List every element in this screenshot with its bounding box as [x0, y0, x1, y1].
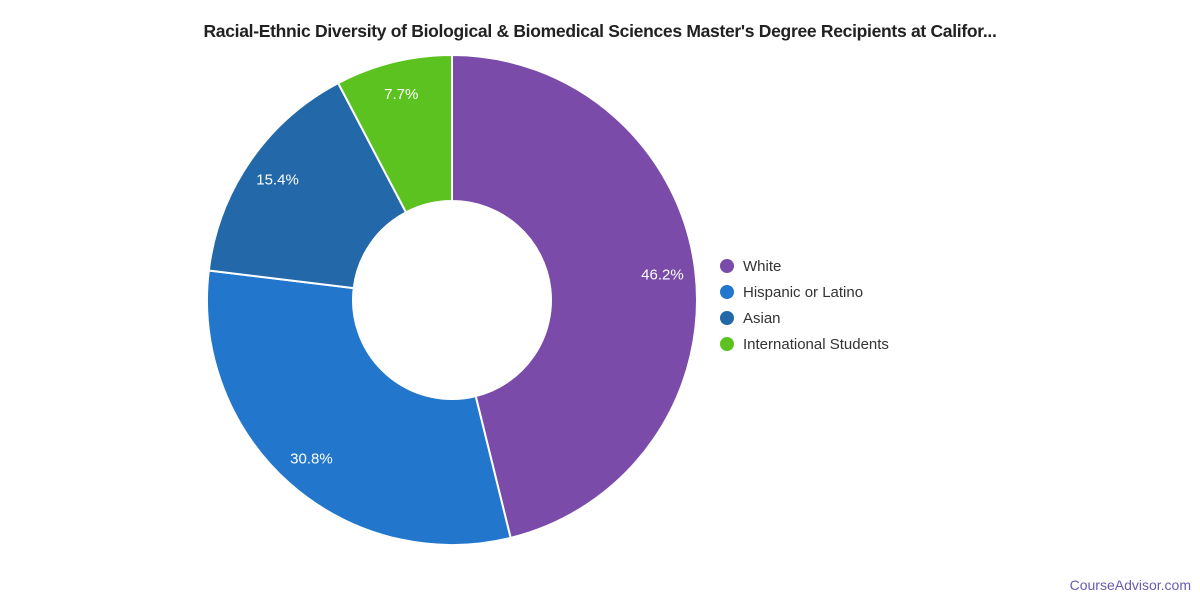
chart-title: Racial-Ethnic Diversity of Biological & …: [203, 21, 997, 41]
slice-label-asian: 15.4%: [256, 172, 299, 189]
legend-item-asian[interactable]: Asian: [720, 305, 889, 331]
slice-label-white: 46.2%: [641, 266, 684, 283]
legend-marker-icon: [720, 285, 734, 299]
slice-label-hispanic-or-latino: 30.8%: [290, 451, 333, 468]
legend-marker-icon: [720, 259, 734, 273]
slice-label-international-students: 7.7%: [384, 86, 418, 103]
legend-item-international-students[interactable]: International Students: [720, 331, 889, 357]
pie-slice-asian[interactable]: [207, 82, 407, 290]
footer-link[interactable]: CourseAdvisor.com: [1069, 577, 1191, 593]
pie-slice-international-students[interactable]: [337, 54, 453, 214]
legend-marker-icon: [720, 311, 734, 325]
legend-label: International Students: [743, 335, 889, 353]
legend: White Hispanic or Latino Asian Internationa…: [720, 253, 889, 357]
legend-label: White: [743, 257, 782, 275]
legend-item-hispanic-or-latino[interactable]: Hispanic or Latino: [720, 279, 889, 305]
pie-slice-white[interactable]: [451, 54, 698, 539]
legend-item-white[interactable]: White: [720, 253, 889, 279]
legend-label: Asian: [743, 309, 781, 327]
legend-marker-icon: [720, 337, 734, 351]
legend-label: Hispanic or Latino: [743, 283, 864, 301]
pie-slice-hispanic-or-latino[interactable]: [206, 269, 512, 546]
